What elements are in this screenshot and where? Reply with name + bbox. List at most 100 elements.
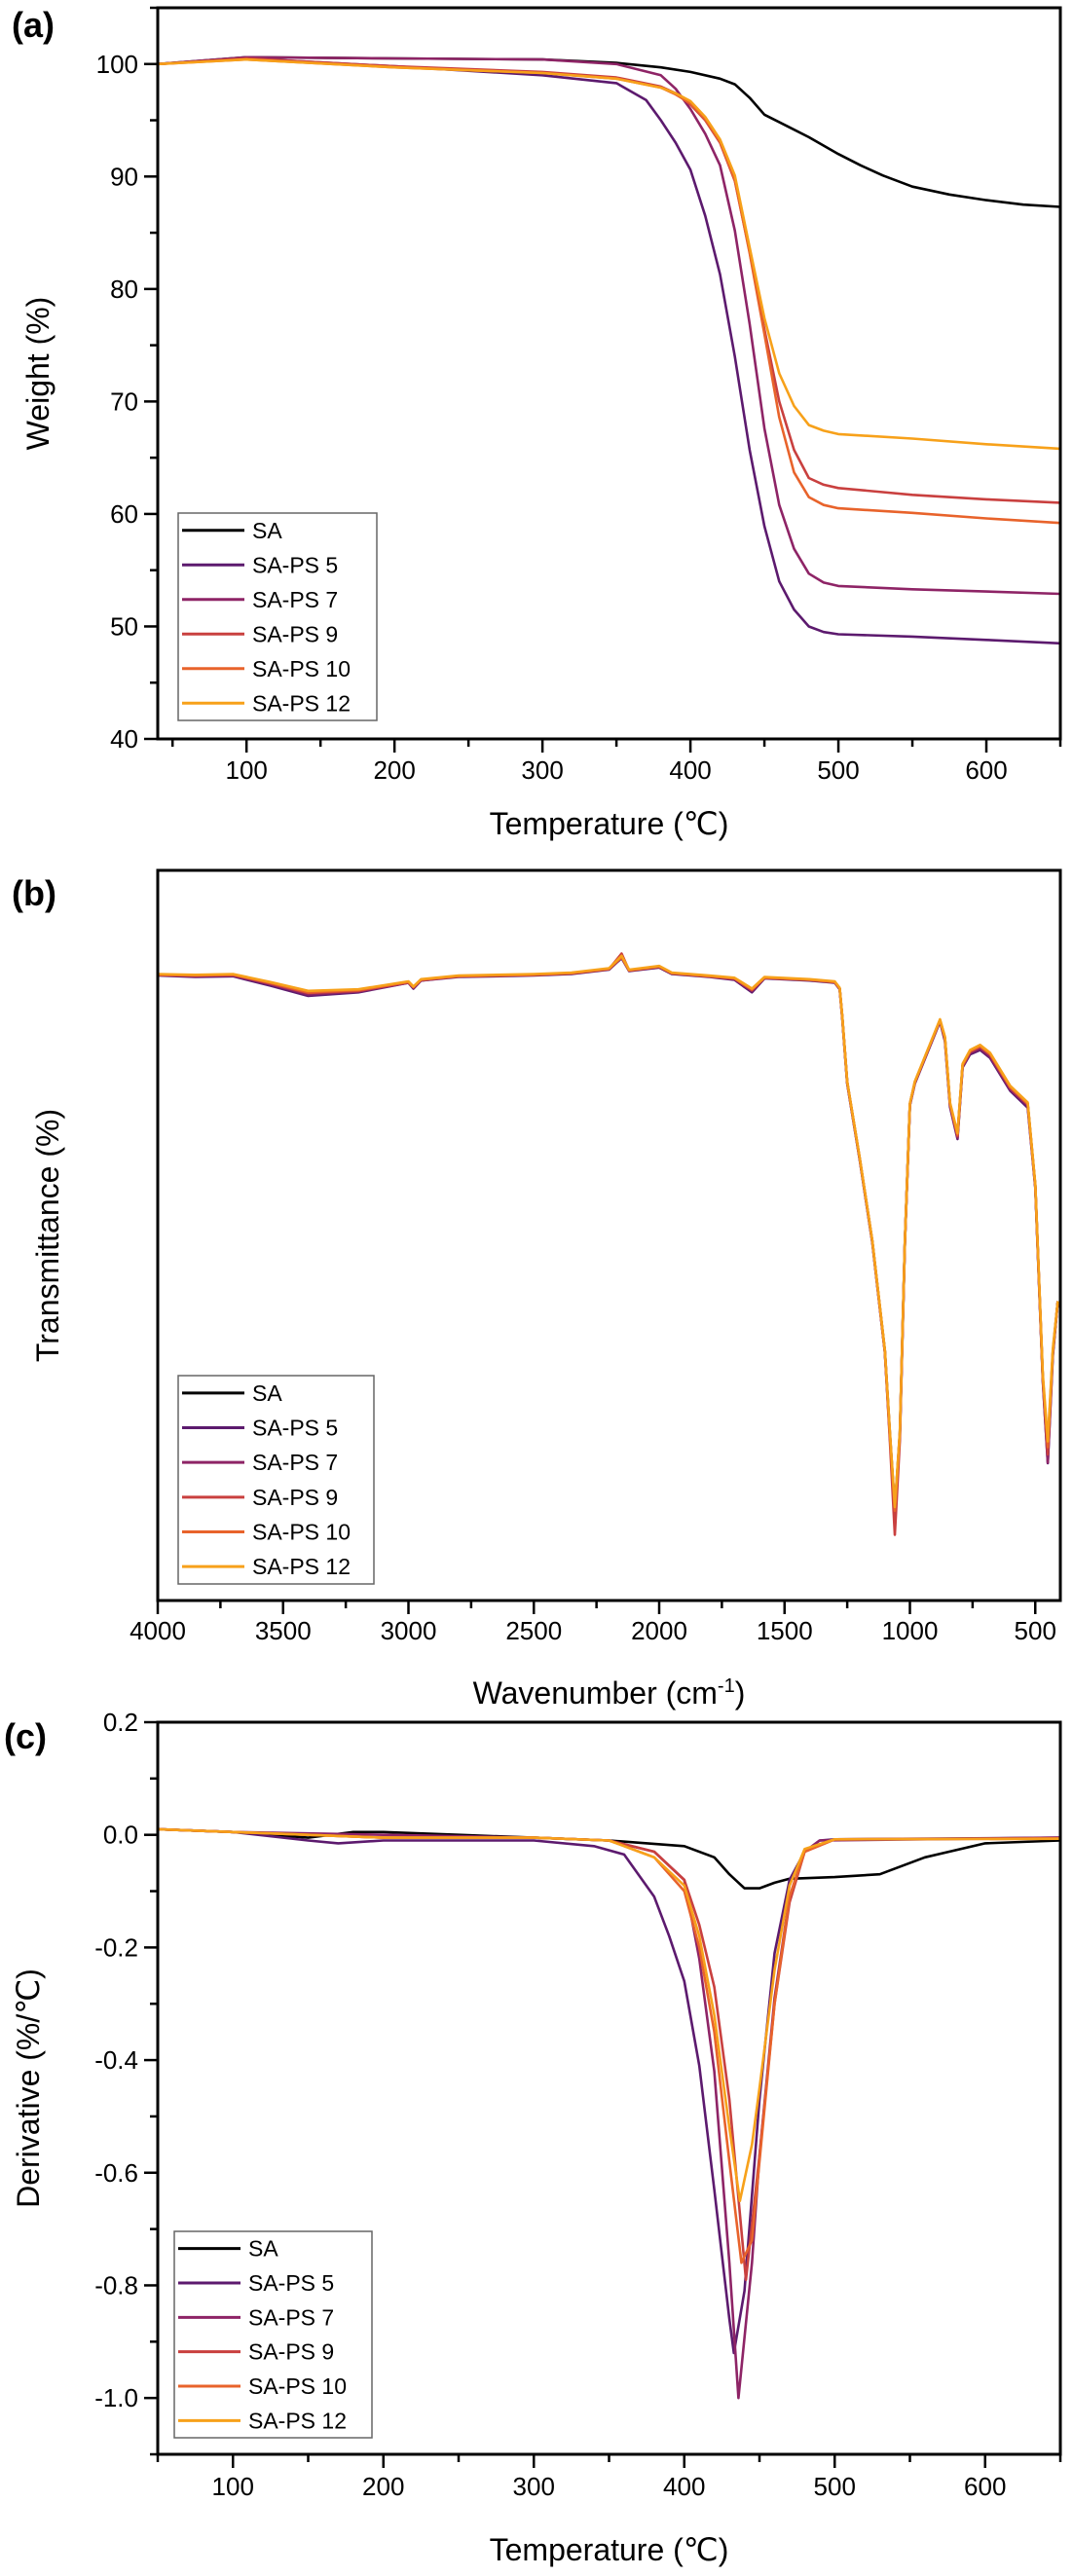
x-axis-label: Temperature (℃) [490,806,729,841]
legend-box [177,512,378,721]
x-tick-label: 2500 [505,1616,562,1645]
series-line-sa [157,1827,1061,1890]
x-tick-label: 200 [362,2472,404,2501]
x-tick-label: 400 [663,2472,705,2501]
y-tick-label: 50 [110,611,138,641]
series-line-sa-ps-12 [157,1827,1061,2202]
legend-item: SA-PS 7 [178,2304,334,2330]
legend-item: SA-PS 10 [182,1520,351,1545]
y-axis-label: Transmittance (%) [30,1109,65,1362]
legend-item: SA-PS 9 [182,621,338,646]
legend-box [177,1375,375,1585]
panel-label: (c) [4,1716,47,1756]
y-tick-label: 90 [110,162,138,191]
legend-label: SA [252,1380,282,1406]
series-line-sa-ps-7 [157,55,1061,596]
x-tick-label: 600 [965,755,1007,785]
legend-label: SA-PS 7 [248,2304,334,2330]
legend-label: SA [252,518,282,543]
legend-label: SA [248,2236,278,2262]
legend-item: SA-PS 5 [182,1416,338,1441]
legend-label: SA-PS 5 [252,1416,338,1441]
panel-a: 100 200 300 400 500 600 40 50 60 70 80 90 100 Tempera… [12,5,1062,841]
x-tick-label: 1500 [757,1616,813,1645]
y-tick-label: -0.2 [94,1932,138,1962]
y-tick-label: -0.8 [94,2270,138,2300]
y-tick-label: -0.6 [94,2158,138,2188]
legend-label: SA-PS 10 [252,1520,351,1545]
legend-item: SA-PS 12 [182,690,351,716]
y-axis-label: Derivative (%/℃) [11,1969,46,2208]
legend-item: SA [182,518,282,543]
series-line-sa-ps-10 [157,57,1061,525]
panel-label: (b) [12,873,56,913]
plot-frame [156,6,1062,741]
series-line-sa-ps-5 [157,56,1061,645]
x-tick-label: 500 [817,755,859,785]
x-axis-label: Temperature (℃) [490,2532,729,2567]
legend-item: SA-PS 9 [178,2339,334,2365]
series-line-sa-ps-12 [157,954,1059,1509]
panel-c: 100 200 300 400 500 600 0.2 0.0 -0.2 -0.4 -0.6 -0.8… [4,1708,1062,2567]
y-tick-label: 80 [110,275,138,304]
legend-label: SA-PS 12 [252,1554,351,1579]
legend-label: SA-PS 12 [248,2408,347,2433]
plot-frame [156,868,1062,1602]
legend: SA SA-PS 5 SA-PS 7 SA-PS 9 SA-PS 10 SA-PS 12 [177,1375,375,1585]
x-tick-label: 100 [212,2472,254,2501]
y-tick-label: 100 [96,50,138,79]
legend-label: SA-PS 10 [248,2374,347,2399]
legend-item: SA-PS 10 [182,656,351,681]
legend-item: SA-PS 5 [178,2270,334,2296]
x-tick-label: 300 [513,2472,555,2501]
y-tick-label: -0.4 [94,2045,138,2075]
y-tick-label: 60 [110,499,138,529]
legend-label: SA-PS 9 [252,621,338,646]
legend-item: SA-PS 5 [182,552,338,577]
legend-item: SA [182,1380,282,1406]
x-tick-label: 1000 [882,1616,939,1645]
y-tick-label: 0.0 [103,1821,138,1850]
series-group [157,55,1061,645]
x-tick-label: 500 [814,2472,856,2501]
x-tick-label: 400 [669,755,711,785]
legend-box [173,2230,373,2439]
legend-item: SA-PS 10 [178,2374,347,2399]
x-tick-label: 200 [373,755,415,785]
legend-label: SA-PS 7 [252,587,338,612]
legend-label: SA-PS 12 [252,690,351,716]
x-tick-label: 3500 [255,1616,312,1645]
legend: SA SA-PS 5 SA-PS 7 SA-PS 9 SA-PS 10 SA-PS 12 [173,2230,373,2439]
series-line-sa-ps-9 [157,56,1061,504]
x-tick-label: 2000 [631,1616,687,1645]
y-axis-label: Weight (%) [20,297,56,451]
y-tick-label: 70 [110,386,138,416]
x-axis-label-end: ) [735,1675,746,1711]
x-axis-label: Wavenumber (cm-1) [473,1675,746,1711]
legend-label: SA-PS 7 [252,1450,338,1475]
x-tick-label: 3000 [381,1616,437,1645]
legend-label: SA-PS 5 [248,2270,334,2296]
series-group [157,952,1059,1536]
series-line-sa-ps-10 [157,1827,1061,2264]
legend-label: SA-PS 9 [248,2339,334,2365]
x-tick-label: 100 [225,755,267,785]
legend-label: SA-PS 5 [252,552,338,577]
x-tick-label: 300 [521,755,563,785]
y-tick-label: 40 [110,724,138,754]
series-line-sa-ps-9 [157,1827,1061,2281]
legend-item: SA [178,2236,278,2262]
series-group [157,1827,1061,2400]
series-line-sa [157,55,1061,208]
legend-item: SA-PS 7 [182,1450,338,1475]
x-tick-label: 600 [964,2472,1006,2501]
legend-item: SA-PS 9 [182,1485,338,1510]
legend-label: SA-PS 9 [252,1485,338,1510]
legend-item: SA-PS 12 [182,1554,351,1579]
x-axis-label-superscript: -1 [718,1675,735,1697]
legend-item: SA-PS 12 [178,2408,347,2433]
x-tick-label: 500 [1015,1616,1056,1645]
legend-item: SA-PS 7 [182,587,338,612]
panel-label: (a) [12,5,55,45]
